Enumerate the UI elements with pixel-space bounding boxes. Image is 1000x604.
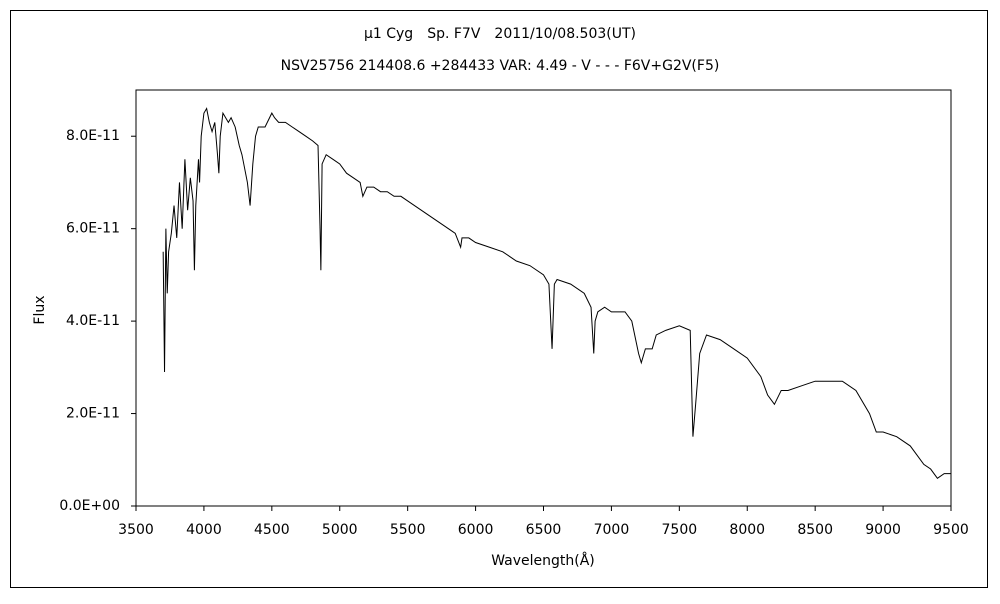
x-tick-label: 8000 [729,522,765,538]
x-tick-label: 6000 [458,522,494,538]
y-tick-label: 8.0E-11 [66,128,120,144]
x-tick-label: 5000 [322,522,358,538]
chart-title: μ1 Cyg Sp. F7V 2011/10/08.503(UT) [364,26,636,42]
y-tick-label: 0.0E+00 [59,498,120,514]
chart-frame [10,10,988,588]
chart-subtitle: NSV25756 214408.6 +284433 VAR: 4.49 - V … [281,58,720,74]
spectrum-line [162,107,951,479]
x-tick-label: 9500 [933,522,969,538]
x-tick-label: 9000 [865,522,901,538]
x-tick-label: 7000 [594,522,630,538]
x-tick-label: 8500 [797,522,833,538]
y-axis-label: Flux [32,295,48,324]
x-tick-label: 5500 [390,522,426,538]
x-tick-label: 6500 [526,522,562,538]
x-tick-label: 3500 [118,522,154,538]
x-tick-label: 4000 [186,522,222,538]
x-tick-label: 4500 [254,522,290,538]
y-tick-label: 6.0E-11 [66,221,120,237]
x-tick-label: 7500 [662,522,698,538]
x-axis-label: Wavelength(Å) [491,552,595,569]
y-tick-label: 4.0E-11 [66,313,120,329]
y-tick-label: 2.0E-11 [66,406,120,422]
